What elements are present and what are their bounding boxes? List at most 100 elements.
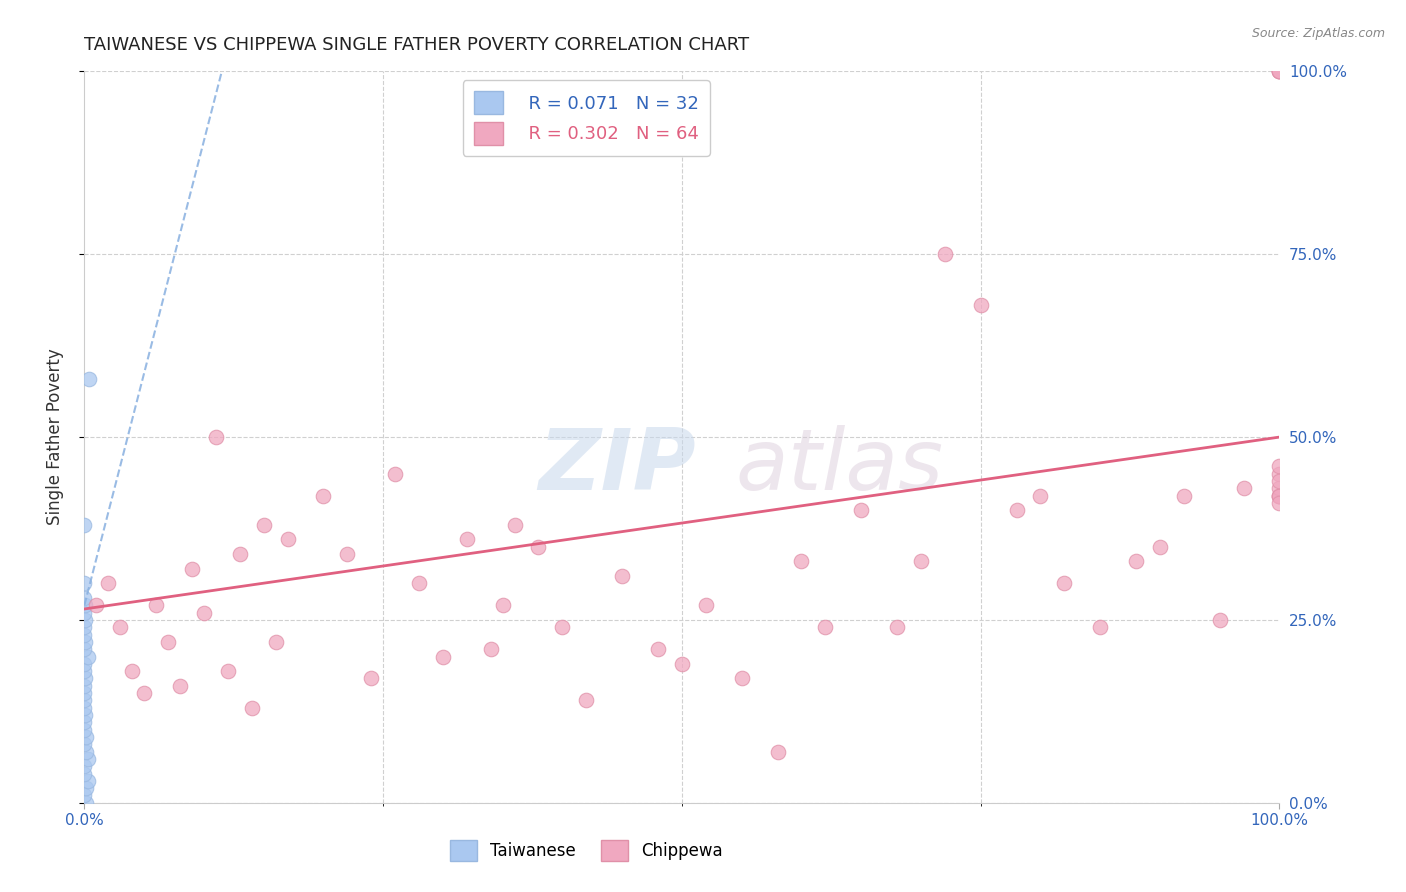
Point [73,664,96,678]
Point [73,693,96,707]
Point [73,737,96,751]
Point [695,599,717,613]
Point [73,715,96,730]
Point [336,547,359,561]
Point [1268,64,1291,78]
Point [408,576,430,591]
Point [575,693,598,707]
Point [432,649,454,664]
Point [1268,474,1291,488]
Point [1125,554,1147,568]
Point [193,606,215,620]
Point [75,730,97,744]
Point [77,773,100,788]
Point [73,576,96,591]
Point [240,700,263,714]
Point [97,576,120,591]
Point [1233,481,1256,495]
Point [671,657,693,671]
Point [479,642,502,657]
Point [132,686,156,700]
Point [264,635,287,649]
Point [73,700,96,714]
Point [181,562,204,576]
Text: ZIP: ZIP [538,425,696,508]
Point [492,599,515,613]
Point [73,708,96,723]
Y-axis label: Single Father Poverty: Single Father Poverty [45,349,63,525]
Point [73,642,96,657]
Point [527,540,550,554]
Point [77,752,100,766]
Point [312,489,335,503]
Text: TAIWANESE VS CHIPPEWA SINGLE FATHER POVERTY CORRELATION CHART: TAIWANESE VS CHIPPEWA SINGLE FATHER POVE… [84,36,749,54]
Point [205,430,228,444]
Point [814,620,837,634]
Point [503,517,526,532]
Point [1090,620,1112,634]
Point [1268,489,1291,503]
Point [73,723,96,737]
Point [75,781,97,796]
Point [384,467,406,481]
Point [77,371,100,385]
Point [73,657,96,671]
Point [1209,613,1232,627]
Point [1268,496,1291,510]
Point [86,599,108,613]
Point [1029,489,1052,503]
Point [145,599,167,613]
Point [121,664,143,678]
Point [73,591,96,605]
Point [73,635,96,649]
Point [1173,489,1195,503]
Point [456,533,478,547]
Point [731,672,754,686]
Point [73,759,96,773]
Point [75,796,97,810]
Point [790,554,813,568]
Point [75,599,97,613]
Point [766,745,789,759]
Point [76,649,98,664]
Point [73,613,96,627]
Point [75,745,97,759]
Point [1268,64,1291,78]
Point [1149,540,1171,554]
Point [360,672,382,686]
Point [970,298,993,312]
Point [1268,489,1291,503]
Point [169,679,191,693]
Point [73,620,96,634]
Point [73,606,96,620]
Point [73,789,96,803]
Point [1268,64,1291,78]
Point [1268,489,1291,503]
Point [73,766,96,780]
Point [253,517,276,532]
Point [1005,503,1028,517]
Point [612,569,634,583]
Point [886,620,908,634]
Text: atlas: atlas [735,425,943,508]
Legend: Taiwanese, Chippewa: Taiwanese, Chippewa [443,833,730,868]
Point [277,533,299,547]
Point [910,554,932,568]
Point [1268,481,1291,495]
Point [1268,467,1291,481]
Point [73,679,96,693]
Point [934,247,956,261]
Point [647,642,669,657]
Point [851,503,873,517]
Point [73,517,96,532]
Point [75,672,97,686]
Point [1268,459,1291,474]
Point [217,664,239,678]
Point [551,620,574,634]
Point [73,627,96,641]
Text: Source: ZipAtlas.com: Source: ZipAtlas.com [1251,27,1385,40]
Point [1053,576,1076,591]
Point [73,686,96,700]
Point [157,635,180,649]
Point [229,547,252,561]
